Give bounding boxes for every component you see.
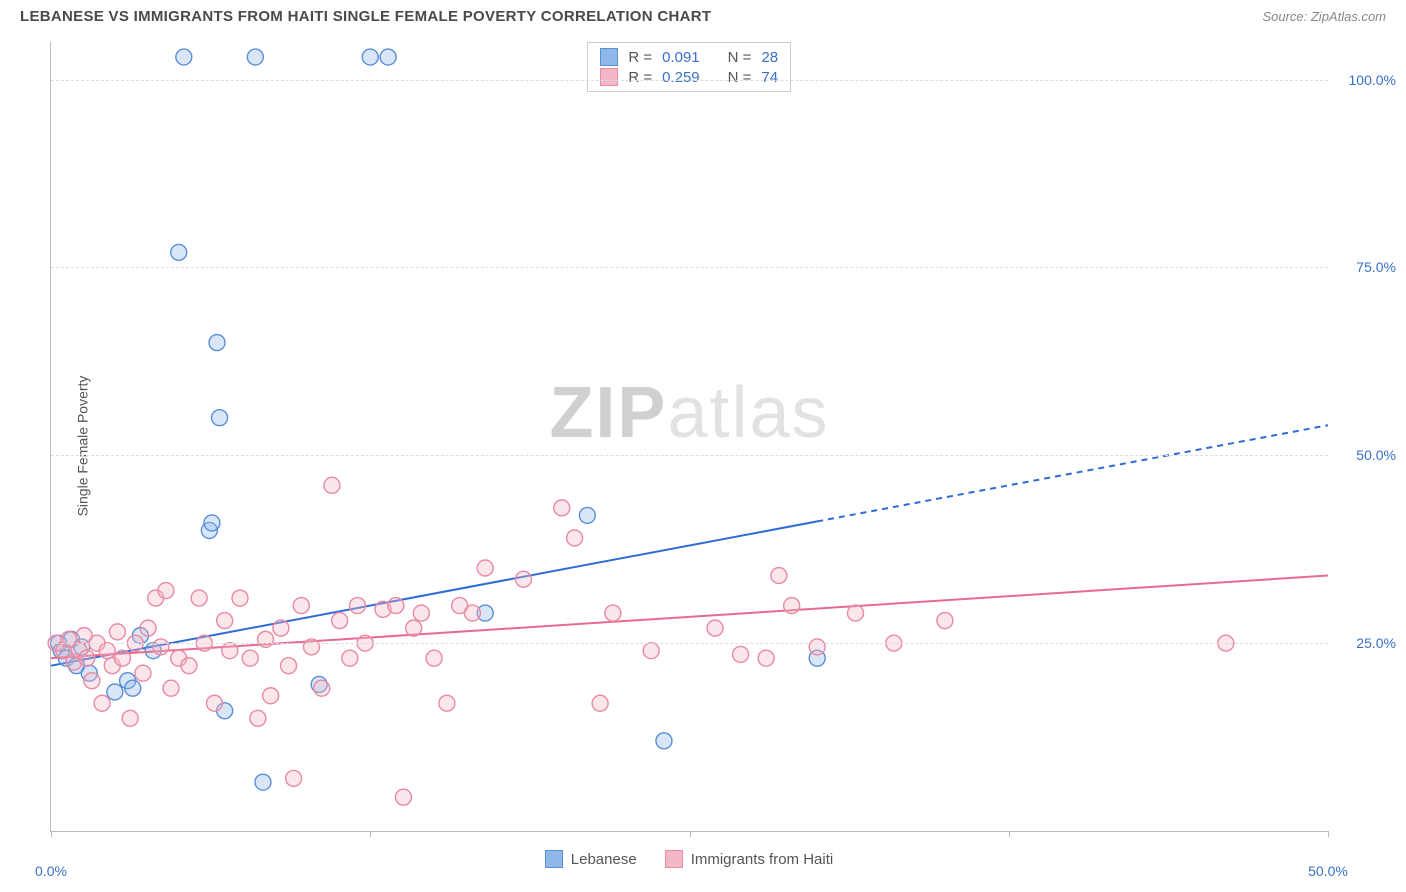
gridline xyxy=(51,455,1328,456)
legend-label-lebanese: Lebanese xyxy=(571,851,637,868)
legend-row-lebanese: R = 0.091 N = 28 xyxy=(600,47,778,67)
x-tick xyxy=(1009,831,1010,837)
x-tick xyxy=(370,831,371,837)
chart-title: LEBANESE VS IMMIGRANTS FROM HAITI SINGLE… xyxy=(20,8,711,25)
r-value-lebanese: 0.091 xyxy=(662,49,700,66)
swatch-lebanese-icon xyxy=(545,850,563,868)
swatch-lebanese xyxy=(600,48,618,66)
chart-plot-area: ZIPatlas R = 0.091 N = 28 R = 0.259 N = … xyxy=(50,42,1328,832)
correlation-legend: R = 0.091 N = 28 R = 0.259 N = 74 xyxy=(587,42,791,92)
x-tick xyxy=(51,831,52,837)
swatch-haiti xyxy=(600,68,618,86)
r-value-haiti: 0.259 xyxy=(662,69,700,86)
gridline xyxy=(51,80,1328,81)
legend-item-haiti: Immigrants from Haiti xyxy=(665,850,834,868)
x-tick xyxy=(1328,831,1329,837)
gridline xyxy=(51,643,1328,644)
legend-item-lebanese: Lebanese xyxy=(545,850,637,868)
y-tick-label: 100.0% xyxy=(1349,72,1396,88)
y-tick-label: 50.0% xyxy=(1356,447,1396,463)
source-attribution: Source: ZipAtlas.com xyxy=(1262,9,1386,24)
series-legend: Lebanese Immigrants from Haiti xyxy=(50,850,1328,868)
x-tick xyxy=(690,831,691,837)
y-tick-label: 25.0% xyxy=(1356,635,1396,651)
y-tick-label: 75.0% xyxy=(1356,259,1396,275)
scatter-svg xyxy=(51,42,1328,831)
swatch-haiti-icon xyxy=(665,850,683,868)
n-value-lebanese: 28 xyxy=(761,49,778,66)
legend-label-haiti: Immigrants from Haiti xyxy=(691,851,834,868)
n-value-haiti: 74 xyxy=(761,69,778,86)
gridline xyxy=(51,267,1328,268)
legend-row-haiti: R = 0.259 N = 74 xyxy=(600,67,778,87)
